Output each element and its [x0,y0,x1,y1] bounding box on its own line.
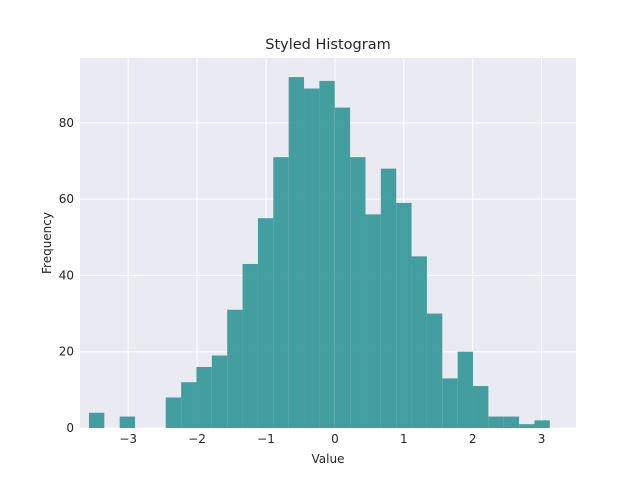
histogram-bar [365,214,381,428]
x-tick-label: −3 [119,432,137,446]
histogram-bar [211,355,228,428]
chart-title: Styled Histogram [265,37,390,53]
histogram-bar [350,157,366,428]
histogram-bar [442,378,458,428]
y-tick-label: 0 [66,421,74,435]
x-tick-label: 1 [400,432,408,446]
histogram-bar [273,157,289,428]
histogram-bar [488,416,504,428]
y-axis-label: Frequency [40,212,54,274]
bars-layer [88,77,550,428]
y-ticks-layer: 0 20 40 60 80 [59,116,74,435]
y-tick-label: 80 [59,116,74,130]
histogram-bar [196,366,212,428]
histogram-bar [396,202,412,428]
histogram-bar [319,80,335,428]
histogram-bar [227,309,243,428]
histogram-bar [119,416,136,428]
x-tick-label: 3 [538,432,546,446]
x-tick-label: −1 [257,432,275,446]
histogram-bar [473,386,489,428]
histogram-bar [519,424,535,428]
histogram-bar [380,168,397,428]
y-tick-label: 20 [59,345,74,359]
histogram-bar [503,416,520,428]
x-ticks-layer: −3 −2 −1 0 1 2 3 [119,432,545,446]
histogram-bar [534,420,550,428]
histogram-bar [165,397,182,428]
x-axis-label: Value [312,452,345,466]
histogram-bar [334,107,351,428]
histogram-bar [181,382,197,428]
x-tick-label: −2 [188,432,206,446]
histogram-bar [288,77,305,428]
x-tick-label: 2 [469,432,477,446]
histogram-bar [426,313,443,428]
histogram-bar [304,88,320,428]
histogram-bar [242,263,258,428]
histogram-bar [411,256,427,428]
histogram-bar [457,351,474,428]
y-tick-label: 60 [59,192,74,206]
x-tick-label: 0 [331,432,339,446]
y-tick-label: 40 [59,268,74,282]
histogram-bar [257,218,274,428]
histogram-bar [88,412,105,428]
